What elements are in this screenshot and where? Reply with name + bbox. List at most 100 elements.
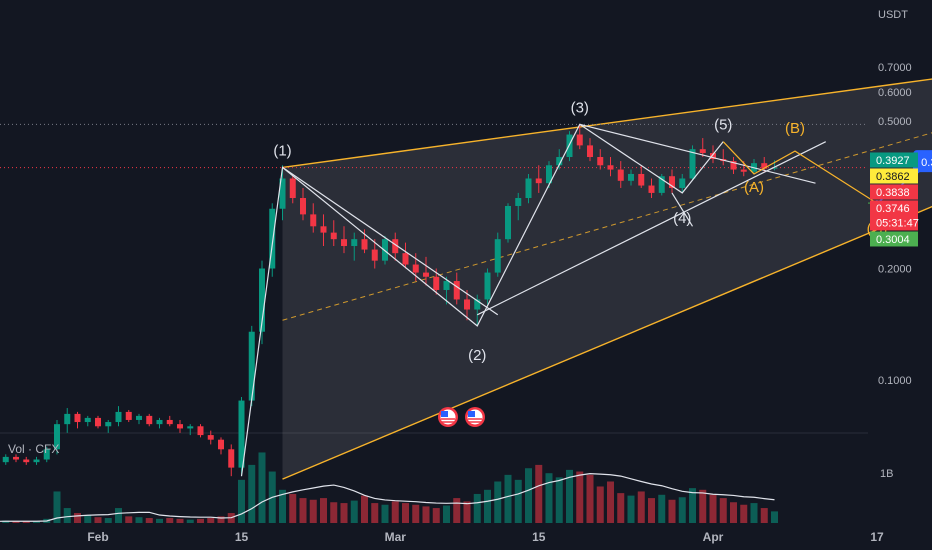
volume-bar	[760, 508, 768, 523]
candle-body	[43, 449, 50, 460]
time-tick-label: Feb	[87, 530, 108, 544]
candle-body	[84, 417, 91, 423]
volume-bar	[125, 516, 133, 523]
time-tick-label: Mar	[385, 530, 407, 544]
candle-body	[269, 208, 276, 269]
candle-body	[546, 165, 552, 184]
volume-bar	[463, 501, 471, 523]
candle-body	[423, 272, 429, 277]
candle-body	[136, 415, 142, 420]
price-badge-box	[870, 152, 918, 168]
volume-label: Vol · CFX	[8, 442, 59, 456]
volume-bar	[668, 499, 676, 523]
correction-wave-label: (A)	[744, 179, 764, 196]
impulse-wave-label: (5)	[714, 117, 732, 134]
wave-trend-line	[476, 141, 827, 316]
candle-body	[474, 299, 481, 310]
candle-body	[771, 167, 778, 169]
volume-bar	[53, 491, 61, 523]
flag-canton	[441, 411, 448, 417]
candle-body	[648, 185, 655, 193]
volume-bar	[22, 521, 30, 523]
candle-body	[535, 178, 542, 184]
candle-body	[371, 249, 378, 261]
volume-bar	[340, 503, 348, 523]
candle-body	[361, 239, 368, 250]
us-flag-icon	[465, 407, 485, 427]
volume-bar	[361, 495, 368, 523]
volume-bar	[422, 506, 430, 523]
volume-bar	[371, 503, 379, 523]
volume-bar	[699, 489, 707, 523]
candle-body	[412, 264, 419, 273]
candle-body	[484, 272, 491, 300]
price-badge-value: 0.3838	[876, 187, 910, 199]
volume-bar	[750, 503, 758, 523]
candle-body	[125, 411, 132, 420]
candle-body	[156, 419, 163, 425]
candle-body	[402, 253, 409, 265]
volume-bar	[504, 474, 512, 523]
candle-body	[279, 178, 286, 209]
candle-body	[658, 176, 665, 193]
volume-bar	[176, 518, 184, 523]
volume-bar	[443, 505, 450, 523]
correction-wave-label: (B)	[785, 120, 805, 137]
candle-body	[207, 435, 214, 440]
price-badges: 0.3927 0.3862 0.3838 0.3746 05:31:47 0.3004	[870, 152, 919, 247]
price-badge-box	[870, 184, 918, 200]
candle-body	[320, 226, 327, 233]
volume-bar	[719, 498, 727, 523]
candle-body	[95, 417, 101, 427]
time-tick-label: 15	[235, 530, 249, 544]
candle-body	[515, 198, 522, 206]
candle-body	[341, 239, 347, 247]
volume-bar	[145, 518, 153, 523]
volume-bar	[381, 504, 389, 523]
volume-panel	[0, 432, 868, 523]
axes: 0.70000.60000.50000.20000.100016Feb15Mar…	[87, 62, 912, 544]
candle-body	[248, 331, 255, 401]
candle-body	[54, 424, 60, 450]
candle-body	[105, 422, 112, 427]
candle-body	[464, 299, 470, 310]
volume-bar	[648, 498, 655, 523]
target-label-text: 0.3025	[921, 157, 932, 169]
volume-bar	[596, 486, 604, 523]
price-badge-value: 0.3746	[876, 203, 910, 215]
candle-body	[228, 449, 235, 468]
volume-bar	[658, 494, 666, 523]
volume-bar	[771, 511, 778, 523]
volume-ma-line	[0, 473, 775, 522]
volume-bar	[299, 498, 307, 523]
volume-bar	[104, 518, 112, 523]
volume-bar	[453, 498, 461, 523]
volume-bar	[207, 518, 215, 523]
price-tick-label: 0.2000	[878, 264, 912, 276]
volume-bar	[494, 481, 502, 523]
volume-bar	[689, 488, 696, 523]
candle-body	[669, 176, 675, 188]
volume-bar	[197, 518, 204, 523]
price-badge-value: 0.3927	[876, 155, 910, 167]
price-badge: 0.3746 05:31:47	[870, 200, 919, 231]
volume-bar	[607, 481, 614, 523]
candle-body	[597, 157, 604, 166]
volume-bar	[350, 500, 358, 523]
candle-body	[689, 149, 696, 179]
impulse-wave-label: (4)	[673, 210, 691, 227]
volume-bar	[514, 479, 522, 523]
volume-bar	[525, 468, 532, 523]
price-tick-label: 0.5000	[878, 116, 912, 128]
volume-axis-tick: 1B	[880, 468, 893, 480]
correction-wave-line	[722, 141, 878, 204]
volume-bar	[33, 521, 40, 523]
volume-bar	[617, 493, 625, 523]
volume-bar	[289, 493, 297, 523]
candle-body	[146, 415, 153, 425]
candle-body	[433, 276, 440, 290]
volume-bar	[412, 504, 420, 523]
candle-body	[13, 456, 19, 460]
